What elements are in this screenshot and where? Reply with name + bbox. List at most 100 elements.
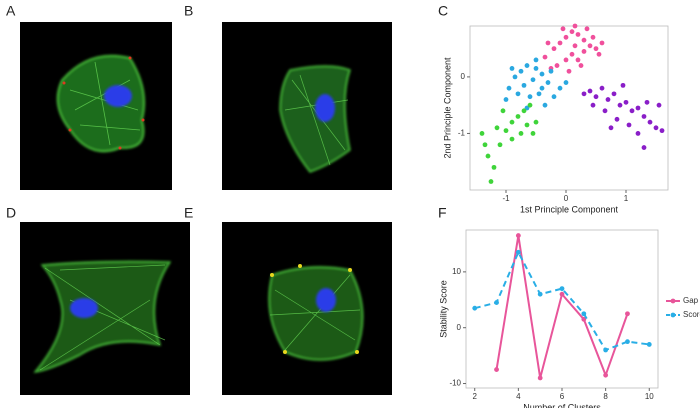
panel-label: E xyxy=(184,205,193,221)
x-tick-label: 4 xyxy=(516,392,521,401)
point xyxy=(593,46,599,52)
y-tick-label: 0 xyxy=(461,72,466,81)
point xyxy=(575,57,581,63)
point xyxy=(554,63,560,68)
point xyxy=(537,291,543,297)
point xyxy=(533,66,539,71)
panel-label: A xyxy=(6,3,16,19)
point xyxy=(521,108,527,114)
point xyxy=(515,249,521,255)
panel-label: D xyxy=(6,205,16,221)
y-tick-label: 10 xyxy=(452,267,461,276)
point xyxy=(656,102,662,108)
x-tick-label: 10 xyxy=(645,392,654,401)
point xyxy=(503,97,509,102)
point xyxy=(603,372,609,378)
point xyxy=(488,179,494,184)
point xyxy=(542,102,548,108)
legend-label: Score xyxy=(683,310,700,319)
x-tick-label: 2 xyxy=(473,392,478,401)
panel-label: B xyxy=(184,3,193,19)
point xyxy=(542,54,548,60)
point xyxy=(578,63,584,68)
point xyxy=(593,94,599,100)
point xyxy=(641,145,647,150)
point xyxy=(602,108,608,114)
point xyxy=(569,51,575,57)
point xyxy=(608,125,614,131)
point xyxy=(605,97,611,102)
series-line xyxy=(474,250,650,352)
point xyxy=(557,40,563,46)
point xyxy=(482,142,488,148)
point xyxy=(653,125,659,131)
point xyxy=(635,131,641,136)
y-tick-label: 0 xyxy=(457,323,462,332)
panel-label: C xyxy=(438,3,448,19)
point xyxy=(497,142,503,148)
point xyxy=(527,102,533,108)
point xyxy=(559,286,565,292)
point xyxy=(527,94,533,100)
point xyxy=(646,342,652,347)
micrograph-e xyxy=(222,222,392,395)
point xyxy=(620,82,626,88)
plot-frame xyxy=(469,25,669,191)
point xyxy=(599,85,605,91)
point xyxy=(548,68,554,74)
point xyxy=(659,128,665,134)
point xyxy=(623,99,629,105)
point xyxy=(494,125,500,131)
y-tick-label: -10 xyxy=(449,379,461,388)
point xyxy=(472,305,478,311)
point xyxy=(563,80,569,85)
point xyxy=(515,233,521,238)
point xyxy=(625,311,630,317)
point xyxy=(509,119,515,125)
x-axis-title: Number of Clusters xyxy=(523,402,601,408)
point xyxy=(611,91,617,97)
point xyxy=(603,347,609,353)
point xyxy=(518,131,524,136)
point xyxy=(500,108,506,114)
plot-frame xyxy=(465,229,659,389)
point xyxy=(563,34,569,40)
x-tick-label: 6 xyxy=(560,392,565,401)
legend-marker xyxy=(670,298,676,304)
point xyxy=(629,108,635,114)
point xyxy=(539,85,545,91)
x-tick-label: 0 xyxy=(564,194,569,203)
point xyxy=(539,71,545,77)
point xyxy=(551,94,557,100)
point xyxy=(512,74,518,80)
x-tick-label: -1 xyxy=(502,194,510,203)
point xyxy=(617,102,623,108)
x-tick-label: 1 xyxy=(624,194,629,203)
point xyxy=(569,29,575,35)
panel-label: F xyxy=(438,205,447,221)
y-tick-label: -1 xyxy=(458,129,466,138)
micrograph-a xyxy=(20,22,172,190)
point xyxy=(581,49,587,54)
point xyxy=(566,68,572,74)
point xyxy=(626,122,632,128)
point xyxy=(533,57,539,63)
point xyxy=(557,85,563,91)
point xyxy=(509,136,515,142)
point xyxy=(479,131,485,136)
point xyxy=(545,80,551,85)
point xyxy=(533,119,539,125)
y-axis-title: Stability Score xyxy=(438,280,448,338)
point xyxy=(596,51,602,57)
point xyxy=(524,122,530,128)
point xyxy=(590,34,596,40)
point xyxy=(524,105,530,111)
point xyxy=(584,26,590,32)
point xyxy=(503,128,509,134)
point xyxy=(518,68,524,74)
point xyxy=(494,300,499,305)
x-tick-label: 8 xyxy=(603,392,608,401)
micrograph-d xyxy=(20,222,190,395)
